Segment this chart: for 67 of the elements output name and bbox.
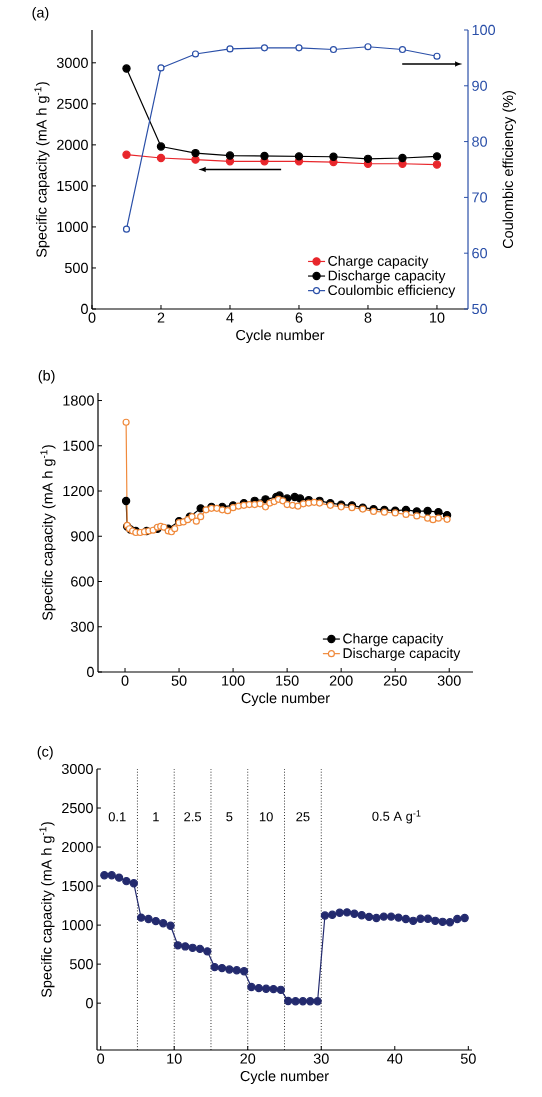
annotation: 2.5 bbox=[184, 812, 202, 822]
chart-title: (b) bbox=[38, 370, 55, 384]
y-tick-label: 0 bbox=[81, 303, 88, 315]
x-tick-label: 10 bbox=[167, 1053, 182, 1064]
x-tick-label: 40 bbox=[387, 1053, 403, 1064]
y2-tick-label: 50 bbox=[472, 303, 488, 315]
annotation: 5 bbox=[226, 812, 233, 822]
x-tick-label: 30 bbox=[313, 1053, 329, 1064]
y-tick-label: 1500 bbox=[57, 180, 88, 192]
x-tick-label: 10 bbox=[430, 312, 445, 323]
chart-title: (a) bbox=[32, 7, 49, 21]
legend-label: Discharge capacity bbox=[328, 270, 446, 284]
x-tick-label: 50 bbox=[460, 1053, 476, 1064]
y-axis-title: Specific capacity (mA h g$^{-1}$) bbox=[39, 822, 55, 998]
y2-axis-title: Coulombic efficiency (%) bbox=[502, 91, 516, 249]
legend-label: Coulombic efficiency bbox=[328, 284, 456, 298]
x-tick-label: 50 bbox=[171, 675, 187, 686]
x-tick-label: 0 bbox=[121, 675, 129, 686]
x-tick-label: 2 bbox=[157, 312, 165, 323]
legend-label: Charge capacity bbox=[343, 633, 444, 647]
y-axis-title: Specific capacity (mA h g$^{-1}$) bbox=[40, 445, 56, 621]
y2-tick-label: 100 bbox=[472, 24, 496, 36]
y2-tick-label: 90 bbox=[472, 80, 488, 91]
annotation: 0.5 A g$^{-1}$ bbox=[372, 810, 421, 824]
x-tick-label: 6 bbox=[295, 312, 303, 323]
y-axis-title: Specific capacity (mA h g$^{-1}$) bbox=[34, 82, 50, 258]
y-tick-label: 1800 bbox=[63, 395, 94, 406]
annotation: 10 bbox=[259, 812, 273, 822]
x-tick-label: 150 bbox=[276, 675, 299, 686]
x-tick-label: 0 bbox=[97, 1053, 105, 1064]
x-axis-title: Cycle number bbox=[241, 692, 330, 707]
y-tick-label: 2500 bbox=[62, 802, 93, 814]
y-tick-label: 3000 bbox=[56, 57, 88, 68]
y-tick-label: 2000 bbox=[62, 841, 93, 853]
x-axis-title: Cycle number bbox=[240, 1070, 329, 1085]
legend-label: Charge capacity bbox=[328, 255, 429, 269]
y-tick-label: 900 bbox=[71, 531, 94, 542]
y2-tick-label: 70 bbox=[472, 192, 488, 203]
y-tick-label: 1500 bbox=[63, 440, 94, 451]
annotation: 1 bbox=[153, 812, 159, 822]
x-tick-label: 250 bbox=[383, 675, 407, 686]
y-tick-label: 0 bbox=[87, 666, 94, 678]
x-tick-label: 100 bbox=[222, 675, 245, 686]
y-tick-label: 2500 bbox=[57, 98, 88, 109]
legend-label: Discharge capacity bbox=[343, 647, 461, 661]
y-tick-label: 2000 bbox=[57, 139, 88, 150]
y-tick-label: 500 bbox=[69, 959, 93, 970]
x-axis-title: Cycle number bbox=[236, 329, 325, 344]
y-tick-label: 3000 bbox=[61, 763, 93, 775]
y-tick-label: 1200 bbox=[63, 485, 94, 497]
y2-tick-label: 80 bbox=[472, 136, 488, 147]
annotation: 0.1 bbox=[108, 812, 126, 822]
x-tick-label: 8 bbox=[364, 312, 372, 323]
annotation: 25 bbox=[296, 812, 310, 822]
x-tick-label: 4 bbox=[226, 312, 234, 323]
y2-tick-label: 60 bbox=[472, 248, 488, 259]
y-tick-label: 300 bbox=[70, 621, 94, 632]
y-tick-label: 0 bbox=[86, 998, 93, 1009]
chart-title: (c) bbox=[37, 746, 53, 760]
x-tick-label: 300 bbox=[437, 675, 461, 686]
y-tick-label: 1500 bbox=[62, 880, 93, 892]
y-tick-label: 600 bbox=[71, 576, 94, 587]
x-tick-label: 20 bbox=[240, 1053, 256, 1064]
y-tick-label: 500 bbox=[64, 262, 88, 274]
y-tick-label: 1000 bbox=[57, 221, 88, 233]
y-tick-label: 1000 bbox=[62, 919, 93, 931]
x-tick-label: 200 bbox=[329, 675, 353, 686]
